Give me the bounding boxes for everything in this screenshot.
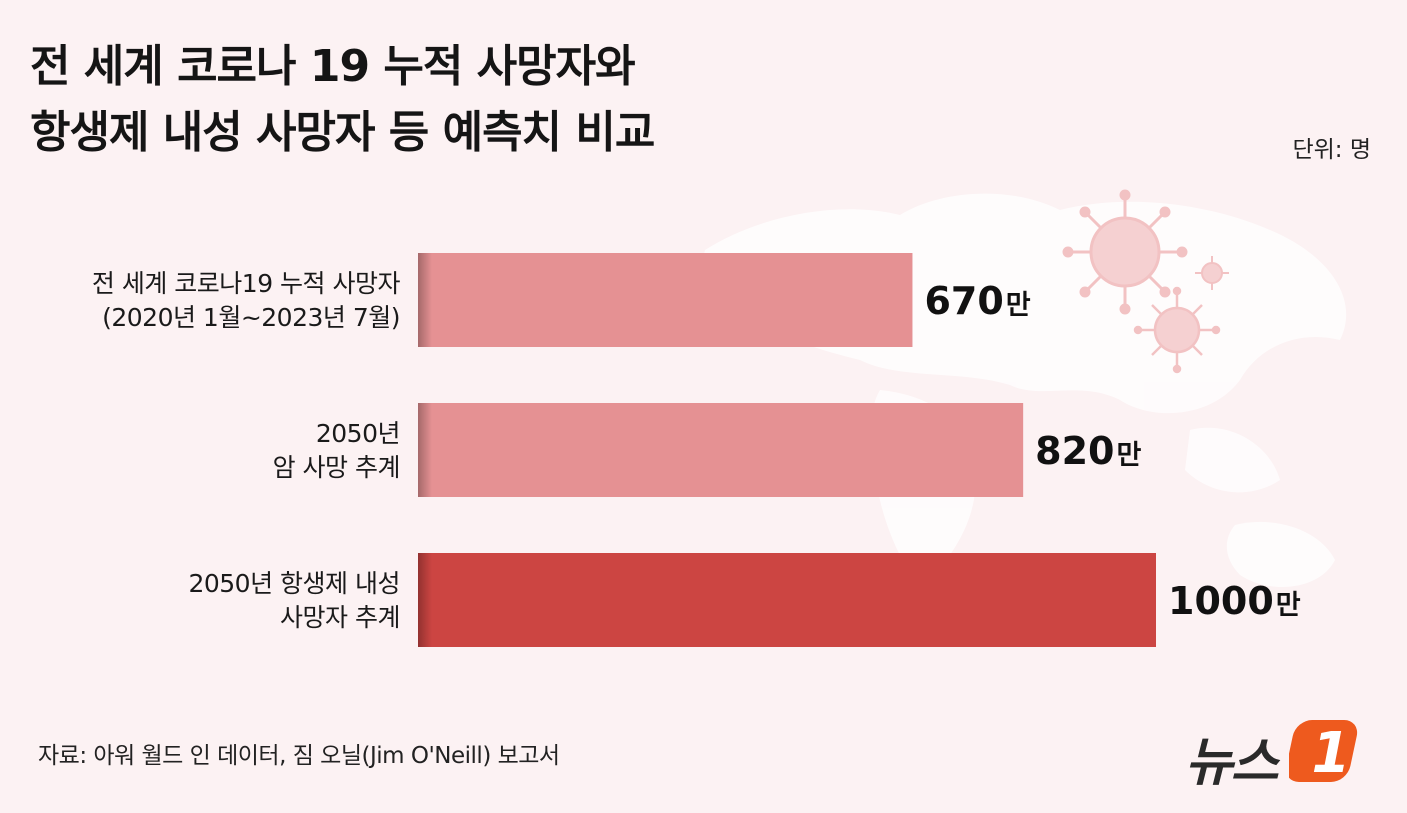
- bar-3-edge-shade: [418, 553, 432, 647]
- chart-title-line2: 항생제 내성 사망자 등 예측치 비교: [30, 107, 655, 158]
- news1-logo: 뉴스 1: [1185, 712, 1385, 793]
- bar-1-edge-shade: [418, 253, 432, 347]
- value-unit-1: 만: [1006, 290, 1031, 321]
- logo-text: 뉴스: [1185, 733, 1279, 793]
- virus-medium-icon: [1133, 286, 1221, 374]
- value-label-3: 1000만: [1168, 579, 1301, 623]
- chart-title: 전 세계 코로나 19 누적 사망자와 항생제 내성 사망자 등 예측치 비교: [30, 34, 655, 166]
- value-unit-2: 만: [1116, 440, 1141, 471]
- virus-small-icon: [1195, 256, 1229, 290]
- category-label-3-line-2: 사망자 추계: [280, 603, 400, 632]
- value-unit-3: 만: [1276, 590, 1301, 621]
- svg-text:1: 1: [1312, 721, 1351, 786]
- category-label-1-line-2: (2020년 1월~2023년 7월): [102, 303, 400, 332]
- value-label-1: 670만: [924, 279, 1030, 323]
- category-label-1-line-1: 전 세계 코로나19 누적 사망자: [92, 269, 401, 298]
- bar-2-edge-shade: [418, 403, 432, 497]
- category-label-3-line-1: 2050년 항생제 내성: [188, 569, 400, 598]
- bar-3: [418, 553, 1156, 647]
- value-label-2: 820만: [1035, 429, 1141, 473]
- virus-large-icon: [1062, 189, 1188, 315]
- category-label-2-line-2: 암 사망 추계: [273, 453, 400, 482]
- category-label-2-line-1: 2050년: [316, 419, 400, 448]
- unit-label: 단위: 명: [1292, 137, 1371, 163]
- logo-mark-icon: 1: [1289, 720, 1358, 786]
- source-note: 자료: 아워 월드 인 데이터, 짐 오닐(Jim O'Neill) 보고서: [38, 743, 560, 769]
- chart-title-line1: 전 세계 코로나 19 누적 사망자와: [30, 41, 636, 92]
- bar-2: [418, 403, 1024, 497]
- bar-1: [418, 253, 913, 347]
